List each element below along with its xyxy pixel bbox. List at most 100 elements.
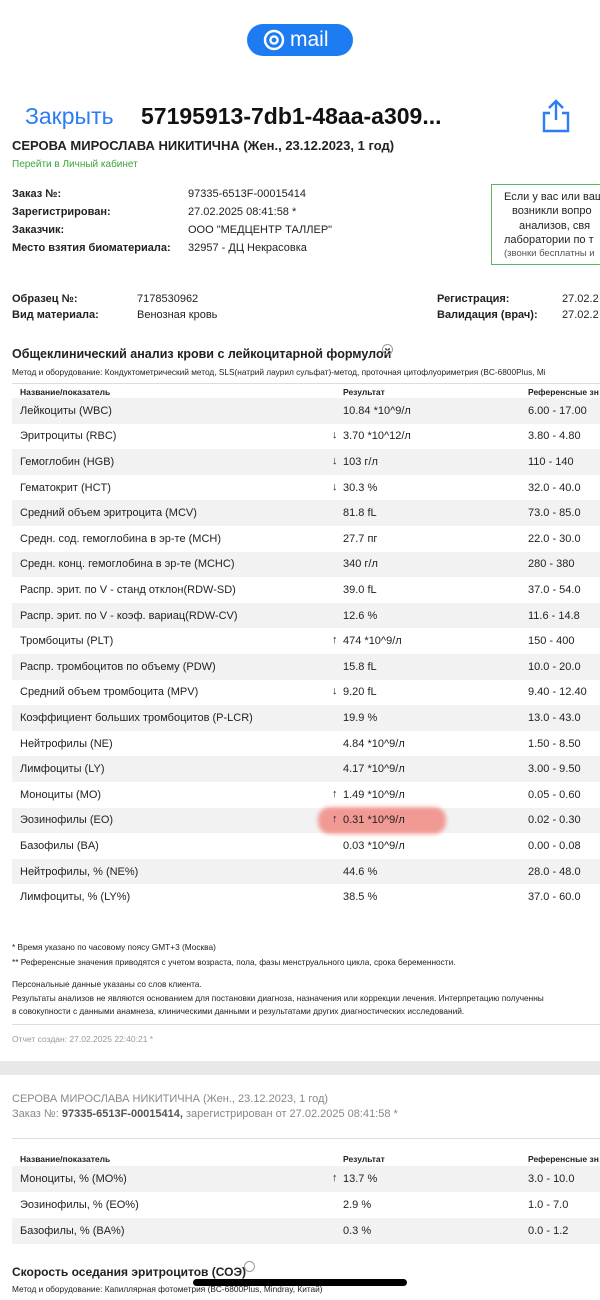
row-bg <box>12 551 600 578</box>
flag: ↓ <box>332 480 338 493</box>
test-name: Базофилы (BA) <box>20 840 99 852</box>
rule <box>12 383 600 384</box>
test-result: 4.17 *10^9/л <box>343 763 405 776</box>
flag: ↑ <box>332 813 338 826</box>
test-result: 0.31 *10^9/л <box>343 814 405 827</box>
reference: 13.0 - 43.0 <box>528 712 581 724</box>
test-result: 19.9 % <box>343 712 378 724</box>
flag: ↓ <box>332 685 338 698</box>
test-name: Базофилы, % (BA%) <box>20 1225 125 1237</box>
reference: 0.05 - 0.60 <box>528 788 581 801</box>
reference: 32.0 - 40.0 <box>528 481 581 494</box>
order-part: 97335-6513F-00015414, <box>61 1108 183 1120</box>
flag: ↓ <box>332 455 338 467</box>
reference: 28.0 - 48.0 <box>528 865 581 878</box>
test-name: Нейтрофилы (NE) <box>20 737 113 750</box>
test-name: Моноциты (MO) <box>20 788 102 801</box>
test-name: Лейкоциты (WBC) <box>20 404 112 417</box>
test-name: Средн. конц. гемоглобина в эр-те (MCHC) <box>20 558 235 571</box>
row-bg <box>12 756 600 782</box>
reference: 3.00 - 9.50 <box>528 763 581 776</box>
test-result: 13.7 % <box>343 1173 378 1185</box>
info-value: 27.02.2025 08:41:58 * <box>188 206 297 218</box>
test-name: Эозинофилы (EO) <box>20 814 114 827</box>
test-result: 340 г/л <box>343 558 378 571</box>
page-gap <box>0 1061 600 1075</box>
help-icon <box>382 344 393 355</box>
row-bg <box>12 858 600 885</box>
reference: 73.0 - 85.0 <box>528 507 581 520</box>
test-name: Гематокрит (HCT) <box>20 481 111 494</box>
test-result: 9.20 fL <box>343 686 377 699</box>
flag: ↑ <box>332 1172 338 1184</box>
info-value: 97335-6513F-00015414 <box>188 188 307 200</box>
reference: 1.50 - 8.50 <box>528 737 581 750</box>
test-result: 1.49 *10^9/л <box>343 788 405 801</box>
footnote: * Время указано по часовому поясу GMT+3 … <box>12 942 216 952</box>
sample-value: Венозная кровь <box>137 309 218 321</box>
reference: 280 - 380 <box>528 558 575 571</box>
test-name: Эозинофилы, % (EO%) <box>20 1199 139 1211</box>
test-result: 10.84 *10^9/л <box>343 404 411 417</box>
row-bg <box>12 500 600 526</box>
test-name: Средний объем эритроцита (MCV) <box>20 507 197 520</box>
column-header: Название/показатель <box>20 1154 111 1164</box>
reference: 22.0 - 30.0 <box>528 532 581 545</box>
test-name: Средний объем тромбоцита (MPV) <box>20 686 199 699</box>
reference: 37.0 - 60.0 <box>528 891 581 904</box>
test-result: 15.8 fL <box>343 660 377 673</box>
row-bg <box>12 398 600 424</box>
footnote: ** Референсные значения приводятся с уче… <box>12 957 456 967</box>
patient-name: СЕРОВА МИРОСЛАВА НИКИТИЧНА (Жен., 23.12.… <box>12 138 395 153</box>
highlight <box>318 807 446 835</box>
share-icon[interactable] <box>540 98 572 134</box>
column-header: Результат <box>343 1154 385 1164</box>
column-header: Референсные зн <box>528 387 599 397</box>
flag: ↓ <box>332 429 338 442</box>
sample-value: 27.02.2 <box>562 293 599 305</box>
row-bg <box>12 705 600 731</box>
reference: 10.0 - 20.0 <box>528 660 581 673</box>
reference: 6.00 - 17.00 <box>528 404 587 417</box>
test-result: 38.5 % <box>343 891 378 904</box>
test-result: 30.3 % <box>343 481 378 494</box>
sample-label: Образец №: <box>12 293 78 305</box>
test-result: 0.03 *10^9/л <box>343 840 405 852</box>
reference: 37.0 - 54.0 <box>528 584 581 596</box>
test-result: 81.8 fL <box>343 507 377 520</box>
test-name: Моноциты, % (MO%) <box>20 1173 127 1185</box>
test-name: Тромбоциты (PLT) <box>20 635 114 648</box>
row-bg <box>12 1166 600 1192</box>
method: Метод и оборудование: Капиллярная фотоме… <box>12 1284 323 1294</box>
created: Отчет создан: 27.02.2025 22:40:21 * <box>12 1034 154 1044</box>
test-result: 44.6 % <box>343 865 378 878</box>
test-name: Средн. сод. гемоглобина в эр-те (MCH) <box>20 532 222 545</box>
close-button[interactable]: Закрыть <box>25 103 114 129</box>
test-name: Распр. эрит. по V - станд отклон(RDW-SD) <box>20 584 236 596</box>
reference: 11.6 - 14.8 <box>528 609 580 622</box>
sample-value: 7178530962 <box>137 293 199 305</box>
test-name: Лимфоциты, % (LY%) <box>20 891 131 904</box>
order-part: зарегистрирован от 27.02.2025 08:41:58 * <box>186 1108 398 1120</box>
test-result: 12.6 % <box>343 609 378 622</box>
footnote: Персональные данные указаны со слов клие… <box>12 979 202 989</box>
notice-line: анализов, свя <box>519 219 591 232</box>
reference: 3.0 - 10.0 <box>528 1173 575 1185</box>
info-label: Место взятия биоматериала: <box>12 242 171 254</box>
row-bg <box>12 1218 600 1244</box>
test-name: Лимфоциты (LY) <box>20 763 105 776</box>
at-icon <box>263 29 285 51</box>
row-bg <box>12 449 600 475</box>
info-value: ООО "МЕДЦЕНТР ТАЛЛЕР" <box>188 224 333 236</box>
test-name: Распр. тромбоцитов по объему (PDW) <box>20 660 216 673</box>
document: СЕРОВА МИРОСЛАВА НИКИТИЧНА (Жен., 23.12.… <box>0 138 600 1300</box>
test-result: 3.70 *10^12/л <box>343 430 411 443</box>
test-name: Коэффициент больших тромбоцитов (P-LCR) <box>20 712 253 724</box>
sample-label: Регистрация: <box>437 293 510 305</box>
rule <box>12 1024 600 1025</box>
section-title: Скорость оседания эритроцитов (СОЭ) <box>12 1265 246 1279</box>
reference: 110 - 140 <box>528 456 574 468</box>
cabinet-link[interactable]: Перейти в Личный кабинет <box>12 159 138 170</box>
info-label: Заказ №: <box>12 188 62 200</box>
